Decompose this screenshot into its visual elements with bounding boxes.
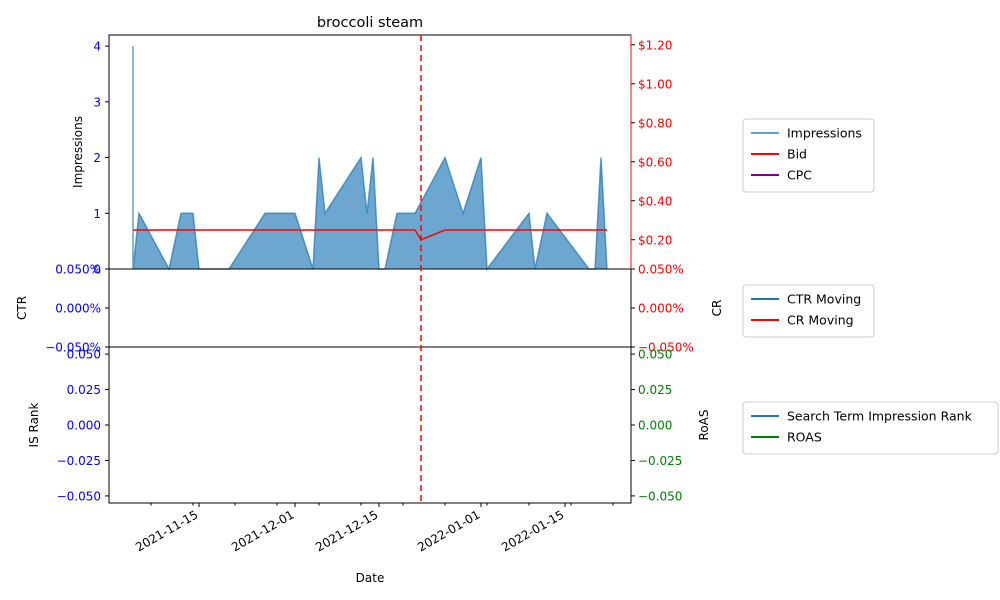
ctr-tick-label: 0.050% (55, 263, 101, 277)
chart-title: broccoli steam (317, 15, 423, 31)
is-rank-tick-label: −0.050 (57, 489, 101, 503)
impressions-tick-label: 3 (93, 95, 101, 109)
cr-tick-label: −0.050% (638, 341, 694, 355)
bid-tick-label: $0.80 (638, 116, 672, 130)
impressions-axis-label: Impressions (71, 116, 85, 188)
roas-tick-label: −0.025 (638, 454, 682, 468)
legend-bottom (742, 401, 999, 455)
is-rank-tick-label: −0.025 (57, 454, 101, 468)
x-axis-label: Date (356, 571, 385, 585)
roas-axis-label: RoAS (697, 410, 711, 441)
x-tick-label: 2021-11-15 (133, 507, 200, 554)
impressions-tick-label: 2 (93, 151, 101, 165)
impressions-tick-label: 1 (93, 207, 101, 221)
legend-label: Search Term Impression Rank (787, 409, 973, 424)
is-rank-tick-label: 0.000 (67, 419, 101, 433)
bid-tick-label: $0.20 (638, 233, 672, 247)
impressions-area (133, 46, 607, 269)
roas-tick-label: 0.050 (638, 348, 672, 362)
x-tick-label: 2021-12-15 (313, 507, 380, 554)
legend-label: Impressions (787, 126, 862, 141)
ctr-axis-label: CTR (15, 296, 29, 320)
ctr-tick-label: 0.000% (55, 302, 101, 316)
cr-tick-label: 0.000% (638, 302, 684, 316)
legend-label: CTR Moving (787, 292, 861, 307)
roas-tick-label: 0.000 (638, 419, 672, 433)
is-rank-tick-label: 0.025 (67, 383, 101, 397)
cr-tick-label: 0.050% (638, 263, 684, 277)
x-tick-label: 2022-01-01 (415, 507, 482, 554)
panel-frame-bottom (108, 346, 632, 504)
impressions-tick-label: 4 (93, 40, 101, 54)
is-rank-tick-label: 0.050 (67, 348, 101, 362)
ctr-tick-label: −0.050% (45, 341, 101, 355)
legend-label: CR Moving (787, 313, 854, 328)
legend-top (742, 118, 875, 193)
panel-frame-middle (108, 268, 632, 348)
legend-label: ROAS (787, 430, 822, 445)
bid-tick-label: $0.60 (638, 155, 672, 169)
is-rank-axis-label: IS Rank (27, 402, 41, 447)
roas-tick-label: 0.025 (638, 383, 672, 397)
x-tick-label: 2021-12-01 (229, 507, 296, 554)
bid-tick-label: $0.40 (638, 194, 672, 208)
legend-label: Bid (787, 147, 807, 162)
x-tick-label: 2022-01-15 (499, 507, 566, 554)
roas-tick-label: −0.050 (638, 489, 682, 503)
bid-tick-label: $1.00 (638, 77, 672, 91)
legend-label: CPC (787, 168, 812, 183)
impressions-tick-label: 0 (93, 263, 101, 277)
cr-axis-label: CR (710, 300, 724, 317)
bid-tick-label: $1.20 (638, 38, 672, 52)
